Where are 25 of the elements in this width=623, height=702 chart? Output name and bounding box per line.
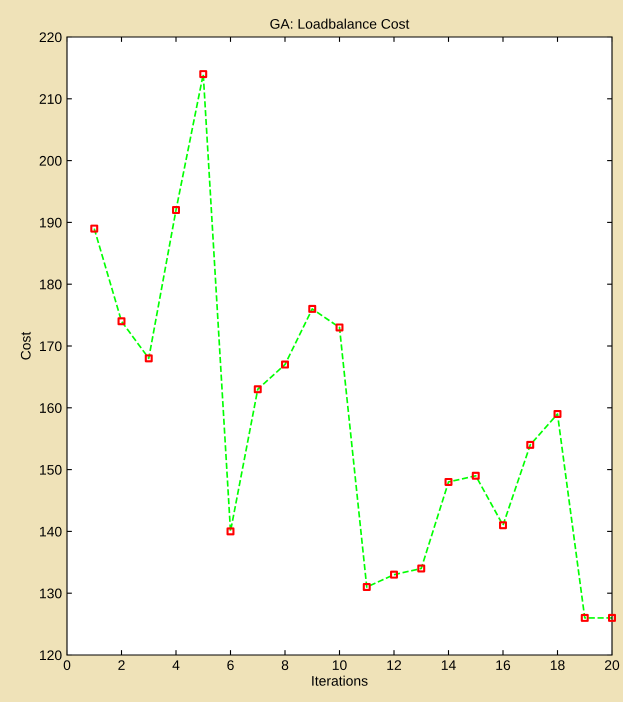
y-tick-label: 160: [40, 403, 62, 413]
y-tick-label: 170: [40, 341, 62, 352]
x-tick-label: 6: [227, 660, 234, 670]
y-axis-title: Cost: [20, 332, 31, 360]
y-tick-label: 210: [40, 94, 62, 104]
x-axis-title: Iterations: [312, 676, 368, 686]
x-tick-label: 10: [332, 660, 347, 670]
x-tick-label: 2: [118, 660, 125, 670]
chart-title: GA: Loadbalance Cost: [270, 18, 410, 29]
x-tick-label: 18: [550, 660, 565, 670]
y-tick-label: 130: [40, 588, 62, 598]
y-tick-label: 120: [40, 650, 62, 660]
x-tick-label: 20: [604, 660, 620, 670]
y-tick-label: 150: [40, 464, 62, 475]
x-tick-label: 14: [442, 660, 456, 670]
x-tick-label: 16: [496, 660, 510, 670]
x-tick-label: 8: [282, 660, 288, 670]
y-tick-label: 190: [40, 218, 62, 228]
x-tick-label: 4: [172, 660, 180, 670]
y-tick-label: 220: [40, 32, 62, 42]
y-tick-label: 180: [40, 280, 62, 290]
y-tick-label: 200: [40, 156, 62, 166]
y-tick-label: 140: [40, 526, 62, 537]
x-tick-label: 0: [64, 660, 70, 670]
x-tick-label: 12: [387, 660, 402, 670]
